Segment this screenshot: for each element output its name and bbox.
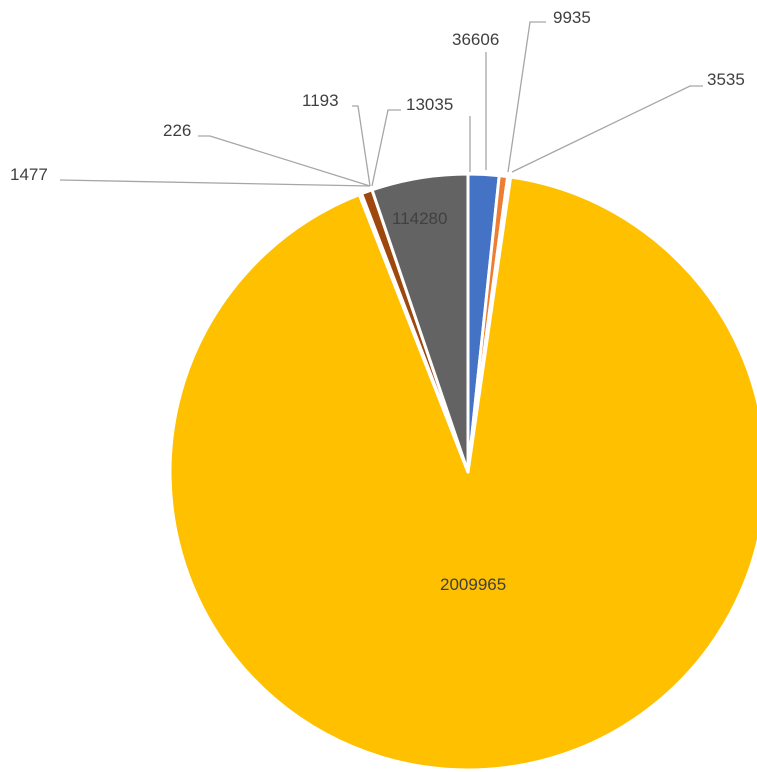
data-label-4: 1477: [10, 165, 48, 184]
pie-slices: [168, 172, 757, 772]
leader-line-6: [371, 109, 401, 187]
pie-slice-8: [370, 172, 470, 474]
data-label-5: 226: [163, 121, 191, 140]
data-label-0: 36606: [452, 30, 499, 49]
leader-lines: [59, 21, 703, 187]
data-label-1: 9935: [553, 8, 591, 27]
data-label-2: 3535: [707, 70, 745, 89]
leader-line-3: [59, 179, 371, 187]
data-label-7: 13035: [406, 95, 453, 114]
pie-slice-3: [168, 175, 757, 772]
leader-line-1: [507, 21, 546, 173]
data-label-8: 114280: [392, 209, 447, 228]
leader-line-4: [198, 135, 371, 187]
data-label-3: 2009965: [440, 575, 506, 594]
leader-line-2: [511, 85, 703, 173]
leader-line-5: [352, 105, 371, 187]
data-labels: 36606 9935 3535 2009965 1477 226 1193 13…: [10, 8, 745, 594]
data-label-6: 1193: [302, 91, 339, 110]
